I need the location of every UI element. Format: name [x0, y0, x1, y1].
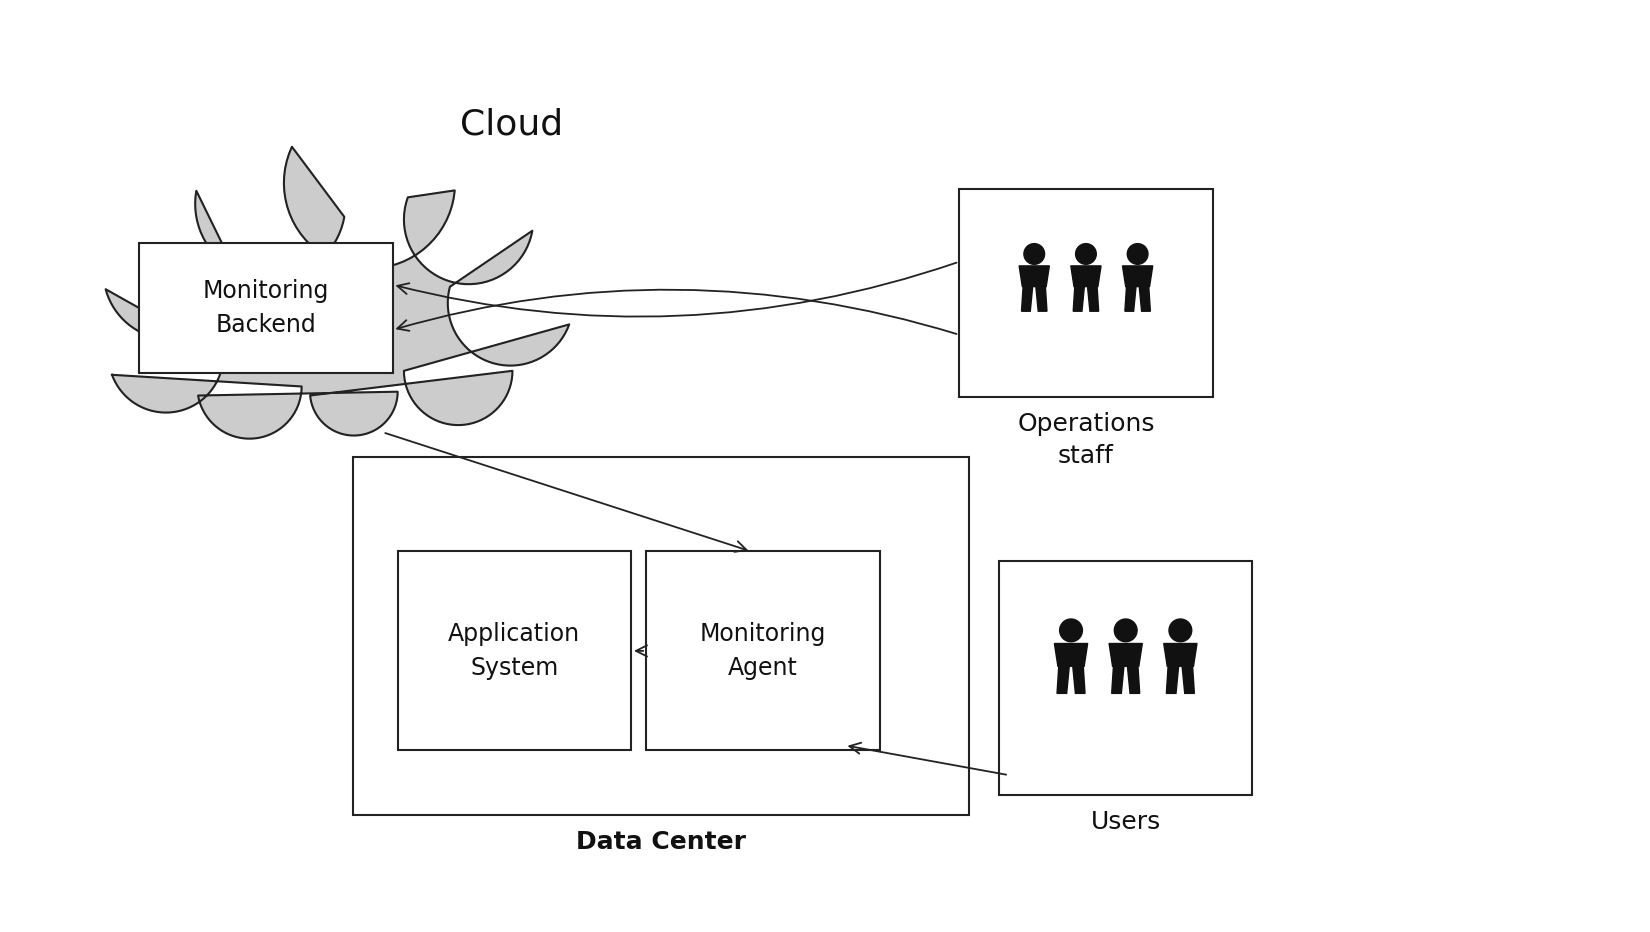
Polygon shape — [1167, 666, 1178, 693]
Text: Application
System: Application System — [449, 623, 581, 679]
Polygon shape — [1181, 666, 1195, 693]
Polygon shape — [106, 146, 569, 439]
Polygon shape — [1071, 266, 1101, 286]
Circle shape — [1114, 619, 1137, 642]
Text: Users: Users — [1091, 810, 1162, 834]
Polygon shape — [1020, 266, 1049, 286]
Circle shape — [1076, 243, 1096, 265]
Polygon shape — [1021, 286, 1033, 311]
Text: Monitoring
Backend: Monitoring Backend — [203, 280, 328, 336]
Polygon shape — [1072, 286, 1084, 311]
Polygon shape — [1127, 666, 1140, 693]
Polygon shape — [1125, 286, 1137, 311]
FancyBboxPatch shape — [398, 552, 632, 750]
FancyBboxPatch shape — [647, 552, 879, 750]
Polygon shape — [1138, 286, 1150, 311]
Circle shape — [1025, 243, 1044, 265]
Polygon shape — [1054, 643, 1087, 666]
FancyBboxPatch shape — [139, 243, 393, 373]
Text: Operations
staff: Operations staff — [1016, 412, 1155, 468]
FancyBboxPatch shape — [353, 457, 969, 815]
Polygon shape — [1036, 286, 1048, 311]
Polygon shape — [1072, 666, 1086, 693]
Polygon shape — [1163, 643, 1196, 666]
Circle shape — [1127, 243, 1148, 265]
Polygon shape — [1122, 266, 1153, 286]
Polygon shape — [1109, 643, 1142, 666]
Text: Cloud: Cloud — [460, 107, 563, 141]
FancyBboxPatch shape — [998, 561, 1252, 795]
Circle shape — [1059, 619, 1082, 642]
Polygon shape — [1087, 286, 1099, 311]
Circle shape — [1168, 619, 1191, 642]
Text: Data Center: Data Center — [576, 829, 746, 854]
FancyBboxPatch shape — [959, 188, 1213, 397]
Polygon shape — [1058, 666, 1069, 693]
Text: Monitoring
Agent: Monitoring Agent — [700, 623, 827, 679]
Polygon shape — [1112, 666, 1124, 693]
